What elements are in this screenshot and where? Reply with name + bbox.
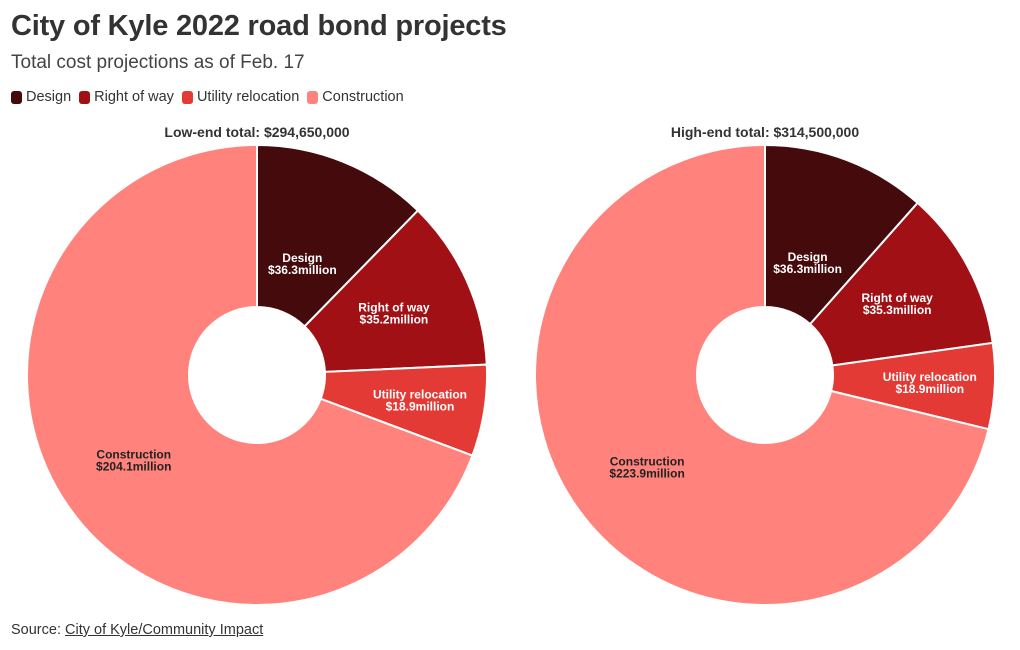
slice-label-high-right-of-way: Right of way $35.3million (861, 291, 933, 317)
slice-value-high-design: $36.3million (773, 262, 842, 276)
slice-category-low-design: Design (282, 251, 322, 265)
legend-label-construction: Construction (322, 89, 404, 105)
legend-item-right-of-way: Right of way (79, 89, 174, 105)
slice-label-low-construction: Construction $204.1million (96, 447, 171, 473)
chart-title: City of Kyle 2022 road bond projects (11, 10, 507, 42)
slice-label-low-right-of-way: Right of way $35.2million (358, 301, 430, 327)
legend-label-design: Design (26, 89, 72, 105)
slice-low-design (256, 143, 420, 328)
slice-category-low-utility-relocation: Utility relocation (373, 388, 467, 402)
slice-category-high-design: Design (788, 250, 828, 264)
slice-category-high-utility-relocation: Utility relocation (883, 370, 977, 384)
chart-subtitle: Total cost projections as of Feb. 17 (11, 52, 305, 73)
legend-swatch-design (11, 90, 22, 104)
donut-chart-high: High-end total: $314,500,000 Design $36.3m… (534, 124, 996, 606)
slice-label-high-utility-relocation: Utility relocation $18.9million (883, 370, 977, 396)
legend: Design Right of way Utility relocation C… (11, 89, 404, 105)
legend-item-design: Design (11, 89, 71, 105)
slice-value-low-right-of-way: $35.2million (360, 313, 429, 327)
donut-chart-low: Low-end total: $294,650,000 Design $36.3mi… (26, 124, 488, 606)
slice-high-right-of-way (808, 201, 994, 367)
slice-value-low-construction: $204.1million (96, 459, 171, 473)
slice-high-design (764, 143, 920, 326)
slice-high-construction (534, 143, 990, 606)
legend-swatch-utility-relocation (181, 90, 193, 104)
legend-swatch-construction (307, 90, 319, 104)
slice-category-low-construction: Construction (96, 447, 171, 461)
slice-value-high-construction: $223.9million (609, 467, 684, 481)
donut-title-low: Low-end total: $294,650,000 (164, 124, 349, 140)
slice-category-high-construction: Construction (610, 455, 685, 469)
slice-category-low-right-of-way: Right of way (358, 301, 430, 315)
source-note: Source: City of Kyle/Community Impact (11, 622, 263, 638)
legend-item-utility-relocation: Utility relocation (181, 89, 300, 105)
legend-label-utility-relocation: Utility relocation (196, 89, 300, 105)
slice-low-right-of-way (303, 209, 488, 373)
source-link[interactable]: City of Kyle/Community Impact (65, 622, 264, 638)
slice-label-high-construction: Construction $223.9million (609, 455, 684, 481)
donut-title-high: High-end total: $314,500,000 (671, 124, 860, 140)
source-prefix: Source: (11, 622, 65, 638)
slice-value-high-utility-relocation: $18.9million (895, 382, 964, 396)
legend-label-right-of-way: Right of way (94, 89, 174, 105)
slice-value-low-utility-relocation: $18.9million (386, 400, 455, 414)
slice-category-high-right-of-way: Right of way (861, 291, 933, 305)
slice-label-low-design: Design $36.3million (268, 251, 337, 277)
slice-label-low-utility-relocation: Utility relocation $18.9million (373, 388, 467, 414)
slice-label-high-design: Design $36.3million (773, 250, 842, 276)
legend-swatch-right-of-way (79, 90, 91, 104)
slice-value-low-design: $36.3million (268, 263, 337, 277)
slice-low-construction (26, 143, 474, 606)
slice-value-high-right-of-way: $35.3million (863, 303, 932, 317)
legend-item-construction: Construction (307, 89, 404, 105)
